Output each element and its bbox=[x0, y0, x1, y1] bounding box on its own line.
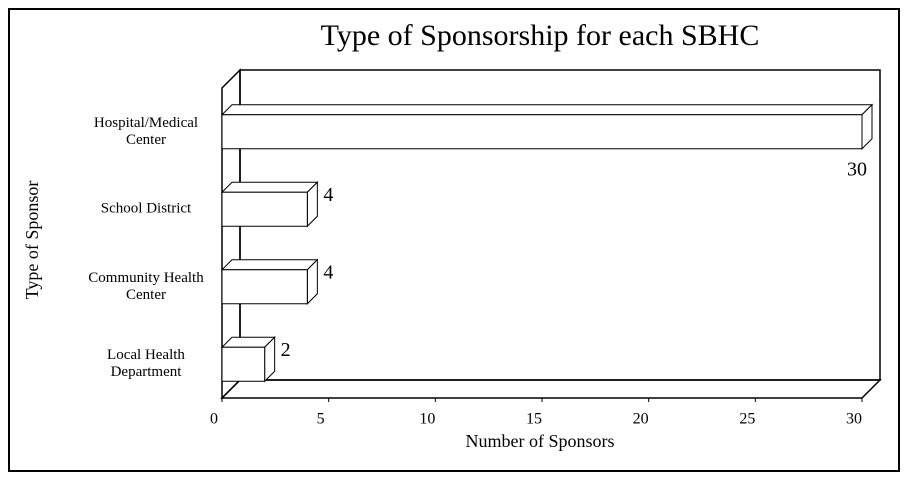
bar-top bbox=[220, 181, 319, 193]
y-tick-label: School District bbox=[100, 200, 192, 217]
bar bbox=[221, 114, 863, 150]
x-tick-label: 20 bbox=[633, 411, 649, 428]
value-label: 4 bbox=[323, 261, 333, 283]
bar-top bbox=[220, 259, 319, 271]
value-label: 4 bbox=[323, 184, 333, 206]
frame bbox=[8, 8, 900, 472]
y-tick-label: Local Health Department bbox=[107, 347, 185, 381]
bar bbox=[221, 269, 308, 305]
floor bbox=[220, 379, 882, 399]
x-tick-label: 0 bbox=[210, 411, 218, 428]
bar bbox=[221, 191, 308, 227]
value-label: 2 bbox=[281, 339, 291, 361]
bar bbox=[221, 346, 266, 382]
x-axis-title: Number of Sponsors bbox=[466, 431, 615, 451]
x-tick-label: 25 bbox=[739, 411, 755, 428]
x-tick-label: 10 bbox=[419, 411, 435, 428]
y-tick-label: Hospital/Medical Center bbox=[93, 114, 199, 148]
x-tick-label: 15 bbox=[526, 411, 542, 428]
y-axis-title: Type of Sponsor bbox=[22, 181, 42, 300]
value-label: 30 bbox=[847, 158, 867, 180]
x-tick-label: 5 bbox=[317, 411, 325, 428]
chart-title: Type of Sponsorship for each SBHC bbox=[321, 19, 760, 52]
y-tick-label: Community Health Center bbox=[88, 269, 204, 303]
x-tick-label: 30 bbox=[846, 411, 862, 428]
bar-top bbox=[220, 104, 874, 116]
